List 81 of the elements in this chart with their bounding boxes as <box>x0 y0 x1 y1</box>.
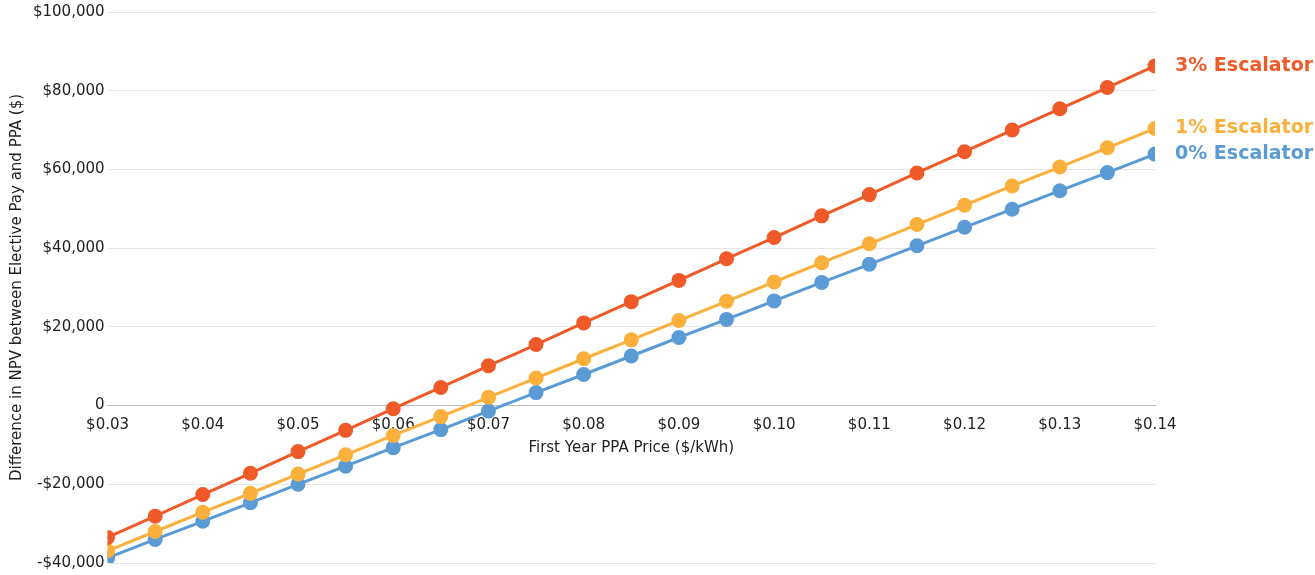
x-tick-label: $0.08 <box>562 415 606 434</box>
point <box>1052 101 1068 117</box>
point <box>957 219 973 235</box>
series-label: 0% Escalator <box>1175 141 1314 164</box>
point <box>1099 140 1115 156</box>
x-tick-label: $0.03 <box>86 415 130 434</box>
y-tick-label: 0 <box>95 395 105 414</box>
point <box>290 466 306 482</box>
point <box>623 332 639 348</box>
x-tick-label: $0.11 <box>847 415 891 434</box>
point <box>766 293 782 309</box>
point <box>242 485 258 501</box>
point <box>1052 183 1068 199</box>
point <box>766 274 782 290</box>
x-tick-label: $0.14 <box>1133 415 1177 434</box>
point <box>909 238 925 254</box>
point <box>1099 80 1115 96</box>
x-tick-label: $0.06 <box>371 415 415 434</box>
y-tick-label: -$40,000 <box>37 552 105 571</box>
x-tick-label: $0.07 <box>466 415 510 434</box>
point <box>195 487 211 503</box>
x-tick-label: $0.13 <box>1038 415 1082 434</box>
y-axis-title: Difference in NPV between Elective Pay and PPA ($) <box>6 93 25 482</box>
point <box>861 256 877 272</box>
point <box>338 422 354 438</box>
series-label: 3% Escalator <box>1175 52 1314 75</box>
point <box>766 230 782 246</box>
y-tick-label: $100,000 <box>32 1 105 20</box>
point <box>338 447 354 463</box>
point <box>385 440 401 456</box>
point <box>433 409 449 425</box>
point <box>909 165 925 181</box>
y-tick-label: $60,000 <box>42 159 105 178</box>
point <box>147 524 163 540</box>
point <box>861 187 877 203</box>
point <box>576 351 592 367</box>
x-tick-label: $0.05 <box>276 415 320 434</box>
point <box>861 236 877 252</box>
point <box>814 255 830 271</box>
x-tick-label: $0.10 <box>752 415 796 434</box>
point <box>623 348 639 364</box>
point <box>195 504 211 520</box>
point <box>1052 159 1068 175</box>
point <box>480 358 496 374</box>
series-label: 1% Escalator <box>1175 115 1314 138</box>
y-tick-label: -$20,000 <box>37 474 105 493</box>
point <box>814 274 830 290</box>
y-tick-label: $40,000 <box>42 238 105 257</box>
x-tick-label: $0.04 <box>181 415 225 434</box>
point <box>719 311 735 327</box>
point <box>576 315 592 331</box>
point <box>671 329 687 345</box>
point <box>1099 165 1115 181</box>
point <box>385 401 401 417</box>
y-tick-label: $20,000 <box>42 316 105 335</box>
point <box>242 465 258 481</box>
x-axis-title: First Year PPA Price ($/kWh) <box>528 438 735 457</box>
point <box>433 379 449 395</box>
point <box>480 389 496 405</box>
point <box>528 385 544 401</box>
point <box>1004 178 1020 194</box>
y-tick-label: $80,000 <box>42 80 105 99</box>
point <box>719 293 735 309</box>
point <box>957 197 973 213</box>
point <box>147 508 163 524</box>
x-tick-label: $0.09 <box>657 415 701 434</box>
point <box>719 251 735 267</box>
point <box>671 272 687 288</box>
point <box>290 444 306 460</box>
point <box>1004 201 1020 217</box>
point <box>528 337 544 353</box>
point <box>528 370 544 386</box>
point <box>671 313 687 329</box>
point <box>576 366 592 382</box>
point <box>623 294 639 310</box>
point <box>814 208 830 224</box>
point <box>433 422 449 438</box>
point <box>957 144 973 160</box>
point <box>1004 122 1020 138</box>
point <box>909 217 925 233</box>
x-tick-label: $0.12 <box>943 415 987 434</box>
